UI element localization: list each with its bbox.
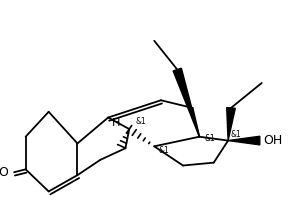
Polygon shape [227,108,235,141]
Polygon shape [173,68,199,137]
Text: H: H [112,118,120,128]
Text: O: O [0,166,8,179]
Text: OH: OH [264,134,283,147]
Text: &1: &1 [204,134,215,143]
Text: &1: &1 [135,117,146,126]
Text: &1: &1 [231,130,242,139]
Text: &1: &1 [158,146,169,155]
Polygon shape [228,136,260,145]
